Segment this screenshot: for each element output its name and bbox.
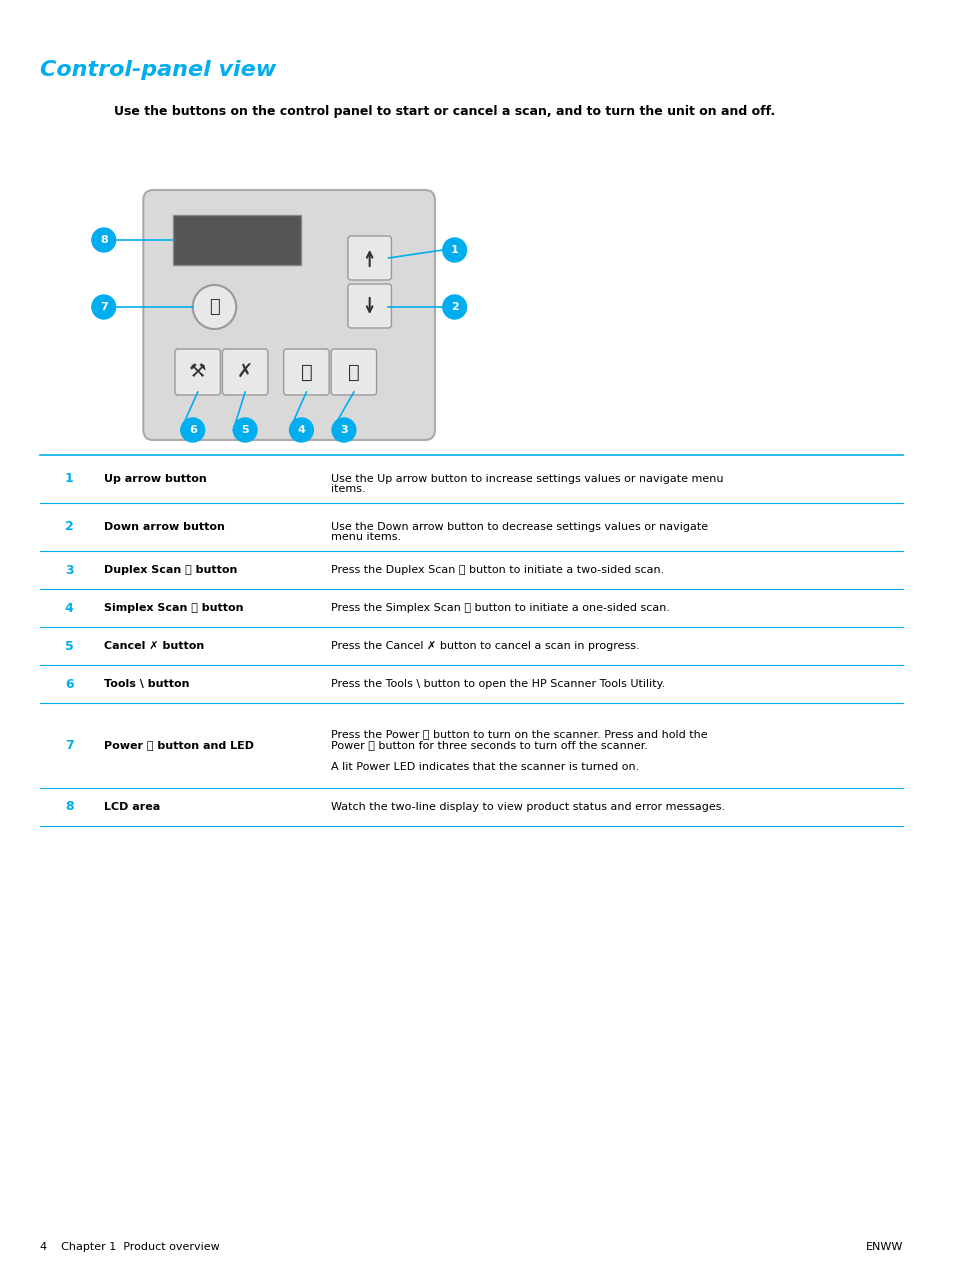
Bar xyxy=(172,215,301,265)
Text: 3: 3 xyxy=(65,564,73,577)
Circle shape xyxy=(181,418,204,442)
Text: ⎗: ⎗ xyxy=(300,362,312,381)
Text: ENWW: ENWW xyxy=(865,1242,902,1252)
Text: 7: 7 xyxy=(100,302,108,312)
Text: 7: 7 xyxy=(65,739,73,752)
FancyBboxPatch shape xyxy=(143,190,435,439)
Text: Simplex Scan ⎗ button: Simplex Scan ⎗ button xyxy=(104,603,243,613)
Text: 8: 8 xyxy=(100,235,108,245)
Text: A lit Power LED indicates that the scanner is turned on.: A lit Power LED indicates that the scann… xyxy=(331,762,639,772)
Text: Press the Simplex Scan ⎗ button to initiate a one-sided scan.: Press the Simplex Scan ⎗ button to initi… xyxy=(331,603,669,613)
Text: 1: 1 xyxy=(65,472,73,485)
Text: 4: 4 xyxy=(297,425,305,436)
Circle shape xyxy=(442,237,466,262)
Text: 5: 5 xyxy=(65,640,73,653)
Circle shape xyxy=(290,418,313,442)
Text: Down arrow button: Down arrow button xyxy=(104,522,224,532)
Text: ⏻: ⏻ xyxy=(209,298,219,316)
Text: 6: 6 xyxy=(65,677,73,691)
Text: ✗: ✗ xyxy=(236,362,253,381)
FancyBboxPatch shape xyxy=(348,236,391,279)
Text: menu items.: menu items. xyxy=(331,532,401,542)
Text: Use the Down arrow button to decrease settings values or navigate: Use the Down arrow button to decrease se… xyxy=(331,522,707,532)
Text: 3: 3 xyxy=(340,425,348,436)
Text: 6: 6 xyxy=(189,425,196,436)
Text: 4    Chapter 1  Product overview: 4 Chapter 1 Product overview xyxy=(39,1242,219,1252)
Text: 8: 8 xyxy=(65,800,73,814)
Circle shape xyxy=(233,418,256,442)
Text: ⎘: ⎘ xyxy=(348,362,359,381)
Text: Press the Cancel ✗ button to cancel a scan in progress.: Press the Cancel ✗ button to cancel a sc… xyxy=(331,641,639,652)
Circle shape xyxy=(91,295,115,319)
FancyBboxPatch shape xyxy=(222,349,268,395)
Circle shape xyxy=(332,418,355,442)
Text: Press the Power ⏻ button to turn on the scanner. Press and hold the: Press the Power ⏻ button to turn on the … xyxy=(331,729,707,739)
Text: LCD area: LCD area xyxy=(104,801,160,812)
Text: 2: 2 xyxy=(451,302,458,312)
Circle shape xyxy=(442,295,466,319)
Text: Up arrow button: Up arrow button xyxy=(104,474,206,484)
Circle shape xyxy=(193,284,236,329)
Text: Power ⏻ button and LED: Power ⏻ button and LED xyxy=(104,740,253,751)
Text: Watch the two-line display to view product status and error messages.: Watch the two-line display to view produ… xyxy=(331,801,724,812)
FancyBboxPatch shape xyxy=(348,284,391,328)
Text: Use the Up arrow button to increase settings values or navigate menu: Use the Up arrow button to increase sett… xyxy=(331,474,723,484)
Text: Duplex Scan ⎘ button: Duplex Scan ⎘ button xyxy=(104,565,237,575)
Text: Power ⏻ button for three seconds to turn off the scanner.: Power ⏻ button for three seconds to turn… xyxy=(331,740,647,751)
Text: 2: 2 xyxy=(65,521,73,533)
Text: 4: 4 xyxy=(65,602,73,615)
Text: Control-panel view: Control-panel view xyxy=(39,60,275,80)
Text: Press the Duplex Scan ⎘ button to initiate a two-sided scan.: Press the Duplex Scan ⎘ button to initia… xyxy=(331,565,663,575)
Circle shape xyxy=(91,229,115,251)
Text: items.: items. xyxy=(331,484,365,494)
FancyBboxPatch shape xyxy=(174,349,220,395)
FancyBboxPatch shape xyxy=(283,349,329,395)
Text: Press the Tools \ button to open the HP Scanner Tools Utility.: Press the Tools \ button to open the HP … xyxy=(331,679,664,690)
Text: 5: 5 xyxy=(241,425,249,436)
Text: Use the buttons on the control panel to start or cancel a scan, and to turn the : Use the buttons on the control panel to … xyxy=(113,105,774,118)
Text: ⚒: ⚒ xyxy=(189,362,206,381)
FancyBboxPatch shape xyxy=(331,349,376,395)
Text: Tools \ button: Tools \ button xyxy=(104,679,189,690)
Text: Cancel ✗ button: Cancel ✗ button xyxy=(104,641,204,652)
Text: 1: 1 xyxy=(451,245,458,255)
